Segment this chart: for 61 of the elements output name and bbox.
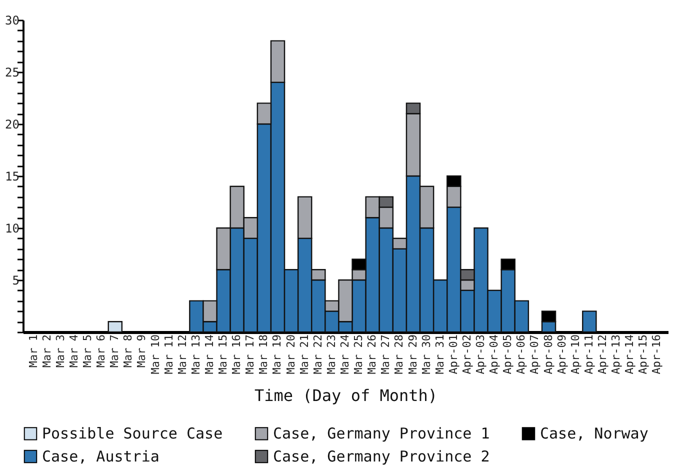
x-tick-label: Mar 8 bbox=[122, 334, 135, 368]
bar bbox=[108, 321, 123, 333]
y-tick-label: 25 bbox=[5, 66, 20, 80]
x-tick-label: Mar 17 bbox=[244, 334, 257, 374]
x-tick-label: Mar 20 bbox=[284, 334, 298, 374]
x-tick-label: Mar 23 bbox=[324, 334, 338, 374]
x-tick-label: Mar 30 bbox=[420, 334, 433, 374]
x-tick-label: Apr-07 bbox=[528, 334, 542, 374]
x-tick-label: Apr-09 bbox=[555, 334, 568, 374]
x-tick-label: Apr-14 bbox=[623, 334, 636, 374]
x-tick-label: Mar 18 bbox=[257, 334, 270, 374]
x-tick-label: Mar 10 bbox=[148, 334, 162, 374]
x-tick-label: Mar 28 bbox=[392, 334, 406, 374]
y-tick-label: 20 bbox=[5, 118, 20, 132]
bar bbox=[582, 310, 597, 333]
legend-label: Case, Norway bbox=[540, 424, 648, 443]
x-tick-label: Mar 13 bbox=[189, 334, 202, 374]
x-tick-label: Apr-10 bbox=[568, 334, 582, 374]
x-tick-label: Apr-05 bbox=[501, 334, 514, 374]
x-tick-label: Mar 24 bbox=[338, 334, 352, 374]
x-axis-title: Time (Day of Month) bbox=[254, 386, 438, 406]
x-tick-label: Mar 22 bbox=[311, 334, 324, 374]
y-tick-label: 30 bbox=[5, 14, 20, 28]
x-tick-label: Mar 11 bbox=[162, 334, 176, 374]
x-tick-label: Mar 29 bbox=[406, 334, 420, 374]
x-tick-label: Apr-08 bbox=[542, 334, 555, 374]
x-tick-label: Apr-11 bbox=[582, 334, 596, 374]
x-tick-label: Apr-06 bbox=[514, 334, 528, 374]
x-tick-label: Mar 15 bbox=[216, 334, 230, 374]
x-tick-label: Mar 31 bbox=[433, 334, 446, 374]
x-tick-label: Mar 16 bbox=[230, 334, 244, 374]
x-tick-label: Mar 9 bbox=[135, 334, 148, 368]
legend-label: Case, Germany Province 2 bbox=[273, 448, 490, 466]
legend-label: Case, Austria bbox=[42, 448, 160, 466]
x-tick-label: Apr-12 bbox=[596, 334, 609, 374]
x-tick-label: Apr-15 bbox=[636, 334, 650, 374]
x-tick-label: Mar 21 bbox=[298, 334, 311, 374]
x-tick-label: Apr-03 bbox=[474, 334, 488, 374]
x-tick-label: Apr-02 bbox=[460, 334, 474, 374]
x-tick-label: Apr-01 bbox=[446, 334, 460, 374]
x-tick-label: Mar 19 bbox=[270, 334, 284, 374]
x-tick-label: Mar 1 bbox=[26, 334, 40, 368]
y-tick-label: 15 bbox=[5, 170, 20, 184]
x-tick-label: Mar 4 bbox=[67, 334, 80, 368]
x-tick-label: Mar 7 bbox=[108, 334, 122, 368]
x-tick-label: Mar 2 bbox=[40, 334, 54, 368]
x-tick-label: Apr-13 bbox=[610, 334, 623, 374]
x-tick-label: Mar 6 bbox=[94, 334, 108, 368]
x-tick-label: Mar 5 bbox=[81, 334, 94, 368]
y-tick-label: 5 bbox=[12, 274, 20, 288]
x-tick-label: Apr-16 bbox=[650, 334, 664, 374]
x-tick-label: Apr-04 bbox=[488, 334, 501, 374]
legend-label: Case, Germany Province 1 bbox=[273, 424, 490, 443]
x-tick-label: Mar 25 bbox=[352, 334, 366, 374]
legend-label: Possible Source Case bbox=[42, 424, 223, 443]
x-tick-label: Mar 12 bbox=[176, 334, 189, 374]
y-tick-label: 10 bbox=[5, 222, 20, 236]
x-tick-label: Mar 26 bbox=[366, 334, 379, 374]
x-tick-label: Mar 14 bbox=[202, 334, 216, 374]
x-tick-label: Mar 27 bbox=[379, 334, 392, 374]
x-tick-label: Mar 3 bbox=[54, 334, 67, 368]
